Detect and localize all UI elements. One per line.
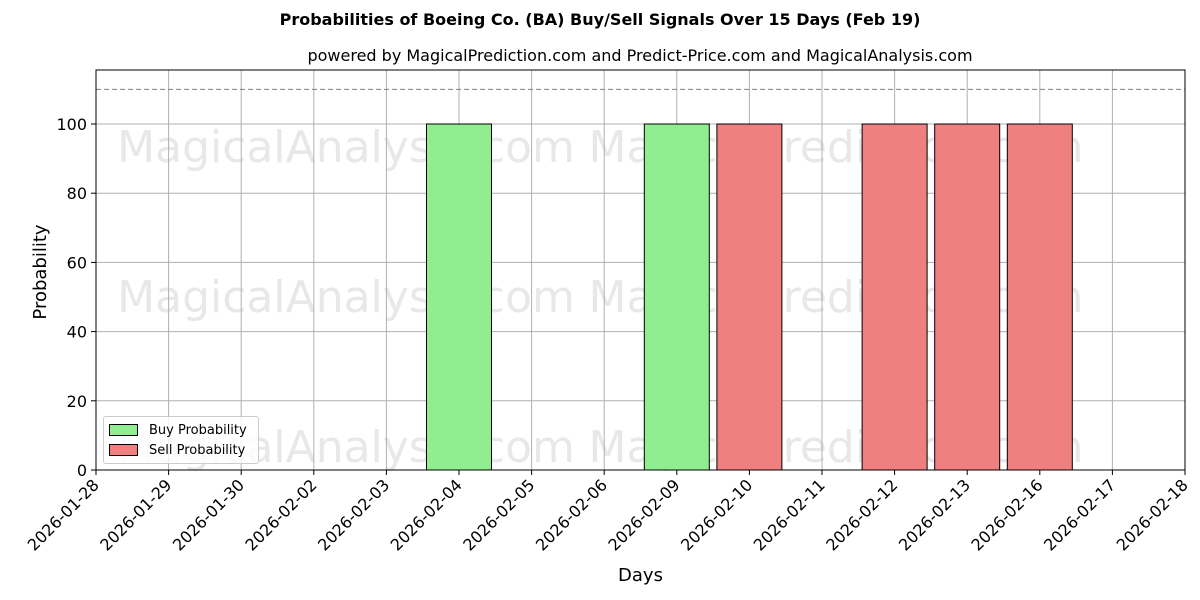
y-tick-label: 40 xyxy=(67,323,87,342)
watermark: MagicalAnalysis.com xyxy=(117,122,575,173)
legend-buy-label: Buy Probability xyxy=(149,422,247,438)
legend: Buy Probability Sell Probability xyxy=(103,416,259,464)
x-tick-label: 2026-01-28 xyxy=(24,475,103,554)
x-tick-label: 2026-01-30 xyxy=(169,475,248,554)
x-tick-label: 2026-02-13 xyxy=(895,475,974,554)
y-tick-label: 0 xyxy=(77,461,87,480)
y-tick-label: 60 xyxy=(67,253,87,272)
x-tick-label: 2026-02-10 xyxy=(677,475,756,554)
buy-swatch-icon xyxy=(109,424,138,436)
y-axis-label: Probability xyxy=(30,224,51,319)
x-tick-label: 2026-02-17 xyxy=(1040,475,1119,554)
x-tick-label: 2026-02-11 xyxy=(750,475,829,554)
x-tick-label: 2026-02-16 xyxy=(967,475,1046,554)
buy-bar xyxy=(643,123,710,471)
watermark: MagicalAnalysis.com xyxy=(117,272,575,323)
x-tick-label: 2026-02-03 xyxy=(314,475,393,554)
legend-sell-label: Sell Probability xyxy=(149,442,246,458)
sell-bar xyxy=(861,123,928,471)
x-tick-label: 2026-02-06 xyxy=(532,475,611,554)
y-tick-label: 100 xyxy=(56,115,87,134)
x-tick-label: 2026-01-29 xyxy=(96,475,175,554)
sell-bar xyxy=(716,123,783,471)
sell-swatch-icon xyxy=(109,444,138,456)
legend-item-sell: Sell Probability xyxy=(109,442,245,458)
chart-subtitle: powered by MagicalPrediction.com and Pre… xyxy=(307,46,973,65)
sell-bar xyxy=(934,123,1001,471)
sell-bar xyxy=(1006,123,1073,471)
buy-bar xyxy=(426,123,492,471)
legend-item-buy: Buy Probability xyxy=(109,422,247,438)
y-tick-label: 20 xyxy=(67,392,87,411)
x-tick-label: 2026-02-05 xyxy=(459,475,538,554)
x-tick-label: 2026-02-18 xyxy=(1113,475,1192,554)
x-tick-label: 2026-02-04 xyxy=(387,475,466,554)
x-tick-label: 2026-02-12 xyxy=(822,475,901,554)
x-tick-label: 2026-02-09 xyxy=(604,475,683,554)
plot-frame xyxy=(95,69,1186,471)
x-tick-label: 2026-02-02 xyxy=(241,475,320,554)
y-tick-label: 80 xyxy=(67,184,87,203)
chart-title: Probabilities of Boeing Co. (BA) Buy/Sel… xyxy=(279,10,921,29)
x-axis-label: Days xyxy=(618,565,663,586)
